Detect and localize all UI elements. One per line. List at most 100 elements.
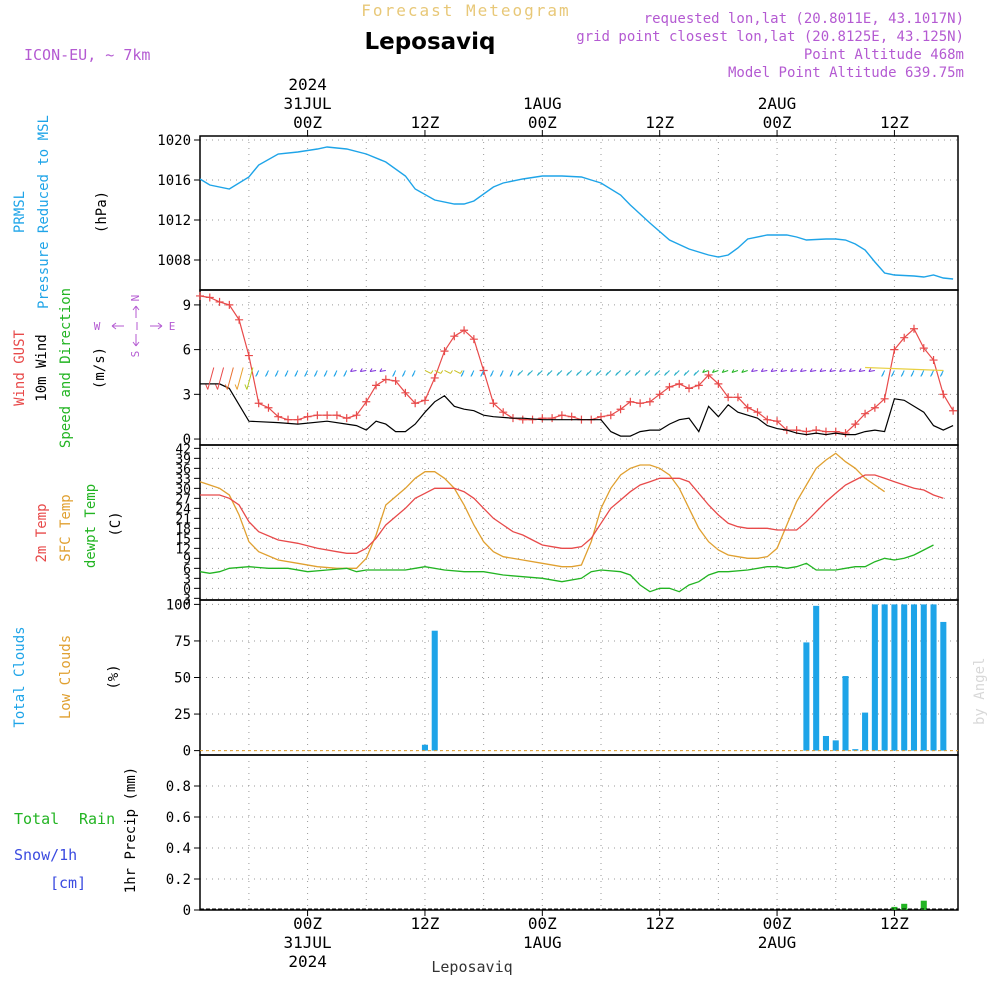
gust-marker — [244, 351, 253, 360]
wind-compass: N S W E — [94, 295, 176, 358]
rain-bar — [920, 900, 927, 910]
wind-arrow — [274, 370, 279, 377]
wind-arrow — [244, 367, 254, 390]
clouds-ytick-label: 0 — [183, 744, 191, 760]
wind-ytick-label: 0 — [183, 432, 191, 448]
wind-arrow — [673, 370, 680, 376]
temp-ytick-label: 15 — [175, 532, 191, 547]
cloud-bar — [852, 749, 859, 751]
wind-arrow — [881, 370, 886, 377]
precip-label-rain: Rain — [79, 810, 115, 828]
gust-marker — [303, 412, 312, 421]
top-time-label: 1AUG — [523, 94, 562, 113]
wind-arrow — [359, 368, 367, 372]
gust-marker — [342, 414, 351, 423]
top-time-label: 00Z — [293, 113, 322, 132]
wind-arrow — [770, 368, 778, 372]
wind-arrow — [654, 370, 661, 376]
cloud-bar — [842, 676, 849, 751]
location-title: Leposaviq — [364, 29, 495, 55]
precip-ytick-label: 0 — [183, 903, 191, 919]
wind-arrow — [234, 367, 244, 390]
gust-marker — [626, 397, 635, 406]
gust-marker — [352, 411, 361, 420]
cloud-bar — [431, 630, 438, 751]
wind-arrow — [499, 370, 504, 377]
wind-arrow — [780, 368, 787, 372]
precip-frame — [199, 754, 959, 911]
wind-arrow — [910, 370, 915, 377]
wind-arrow — [294, 370, 299, 377]
gust-marker — [235, 315, 244, 324]
gust-marker — [215, 297, 224, 306]
wind-label-direction: Speed and Direction — [58, 288, 74, 448]
wind-ytick-label: 6 — [183, 343, 191, 359]
pressure-ytick-label: 1008 — [157, 253, 191, 269]
bottom-time-label: 12Z — [880, 914, 909, 933]
clouds-ytick-label: 25 — [174, 707, 191, 723]
gust-marker — [675, 379, 684, 388]
cloud-bar — [940, 621, 947, 751]
temp-label-sfc: SFC Temp — [58, 494, 74, 561]
wind-label-10m: 10m Wind — [34, 334, 50, 401]
wind-arrow — [634, 370, 641, 376]
wind-arrow — [215, 367, 225, 390]
gust-marker — [939, 390, 948, 399]
top-time-label: 00Z — [528, 113, 557, 132]
wind-arrow — [509, 370, 514, 377]
gust-marker — [420, 396, 429, 405]
wind-arrow — [585, 370, 592, 376]
clouds-label-total: Total Clouds — [12, 626, 28, 727]
gust-marker — [254, 399, 263, 408]
temp-ytick-label: 3 — [183, 572, 191, 587]
gust-marker — [489, 399, 498, 408]
gust-marker — [773, 417, 782, 426]
wind-arrow — [693, 370, 700, 376]
wind-speed-line — [200, 383, 954, 437]
wind-arrow — [489, 370, 494, 377]
wind-arrow — [527, 370, 533, 376]
wind-arrow — [644, 370, 651, 376]
gust-marker — [606, 411, 615, 420]
wind-arrow — [401, 370, 406, 377]
cloud-bar — [813, 605, 820, 751]
wind-frame — [199, 289, 959, 446]
bottom-time-label: 2024 — [288, 952, 327, 971]
precip-label-total: Total — [14, 810, 59, 828]
gust-marker — [548, 414, 557, 423]
pressure-panel: 1008 1012 1016 1020 — [157, 133, 959, 291]
wind-arrow — [424, 370, 434, 374]
temp-ytick-label: 12 — [175, 542, 191, 557]
cloud-bar — [822, 735, 829, 751]
gust-marker — [949, 406, 958, 415]
gust-marker — [841, 429, 850, 438]
rain-bar — [901, 903, 908, 910]
gust-marker — [645, 397, 654, 406]
wind-arrow — [480, 370, 485, 377]
gust-marker — [880, 394, 889, 403]
compass-e: E — [169, 320, 176, 333]
wind-arrow — [760, 368, 768, 372]
wind-arrow — [939, 370, 944, 377]
wind-arrow — [460, 370, 465, 377]
cloud-bar — [930, 604, 937, 751]
wind-arrow — [868, 368, 875, 372]
cloud-bar — [803, 642, 810, 751]
wind-arrow — [323, 370, 328, 377]
gust-marker — [685, 384, 694, 393]
top-time-label: 12Z — [411, 113, 440, 132]
wind-arrow — [313, 370, 318, 377]
wind-arrow — [284, 370, 289, 377]
wind-arrow — [536, 370, 543, 376]
wind-panel: 0 3 6 9 — [183, 289, 959, 448]
wind-arrow — [865, 366, 944, 372]
temp-ytick-label: 9 — [183, 552, 191, 567]
gust-marker — [460, 326, 469, 335]
gust-marker — [900, 333, 909, 342]
pressure-ytick-label: 1012 — [157, 213, 191, 229]
model-label: ICON-EU, ~ 7km — [24, 46, 150, 64]
cloud-bar — [881, 604, 888, 751]
wind-arrow — [434, 370, 444, 374]
wind-arrow — [721, 369, 729, 373]
